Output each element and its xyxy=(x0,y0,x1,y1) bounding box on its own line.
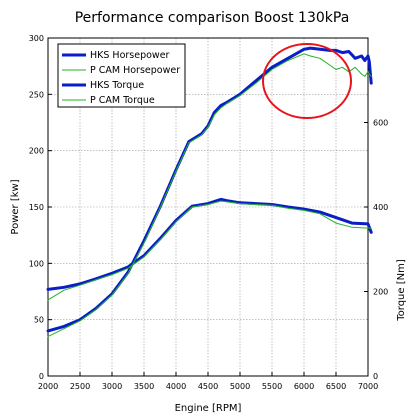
y-tick-label: 150 xyxy=(29,203,44,212)
x-tick-label: 3500 xyxy=(134,382,154,391)
x-tick-label: 6500 xyxy=(326,382,346,391)
x-axis-label: Engine [RPM] xyxy=(175,403,242,414)
x-tick-label: 3000 xyxy=(102,382,122,391)
series-group xyxy=(46,46,373,338)
x-tick-label: 7000 xyxy=(358,382,378,391)
y-tick-label: 200 xyxy=(29,147,44,156)
series-line-hks-torque xyxy=(46,197,373,291)
legend-label-hks-torque: HKS Torque xyxy=(90,80,144,91)
y-tick-label: 0 xyxy=(39,372,44,381)
series-line-p-cam-torque xyxy=(47,200,372,301)
legend-label-hks-horsepower: HKS Horsepower xyxy=(90,50,170,61)
y2-tick-labels: 0 200 400 600 xyxy=(373,119,388,382)
x-tick-label: 4500 xyxy=(198,382,218,391)
x-tick-label: 4000 xyxy=(166,382,186,391)
y2-tick-label: 0 xyxy=(373,372,378,381)
y2-tick-label: 200 xyxy=(373,288,388,297)
tick-marks xyxy=(47,37,369,377)
highlight-circle xyxy=(262,43,352,119)
y2-tick-label: 600 xyxy=(373,119,388,128)
x-tick-labels: 2000 2500 3000 3500 4000 4500 5000 5500 6000 6500… xyxy=(38,382,378,391)
y2-axis-label: Torque [Nm] xyxy=(396,259,407,322)
series-line-p-cam-horsepower xyxy=(47,53,372,338)
x-tick-label: 2000 xyxy=(38,382,58,391)
x-tick-label: 5500 xyxy=(262,382,282,391)
x-tick-label: 2500 xyxy=(70,382,90,391)
y-tick-labels: 0 50 100 150 200 250 300 xyxy=(29,34,44,381)
y-tick-label: 50 xyxy=(34,316,44,325)
legend-label-pcam-horsepower: P CAM Horsepower xyxy=(90,65,180,76)
chart-title: Performance comparison Boost 130kPa xyxy=(75,10,350,26)
y-tick-label: 100 xyxy=(29,259,44,268)
x-tick-label: 6000 xyxy=(294,382,314,391)
x-tick-label: 5000 xyxy=(230,382,250,391)
grid xyxy=(48,38,368,376)
legend: HKS Horsepower P CAM Horsepower HKS Torq… xyxy=(57,43,186,108)
y-tick-label: 300 xyxy=(29,34,44,43)
y2-tick-label: 400 xyxy=(373,203,388,212)
legend-label-pcam-torque: P CAM Torque xyxy=(90,95,155,106)
y-tick-label: 250 xyxy=(29,90,44,99)
series-line-hks-horsepower xyxy=(46,46,373,333)
y-axis-label: Power [kw] xyxy=(10,179,21,234)
